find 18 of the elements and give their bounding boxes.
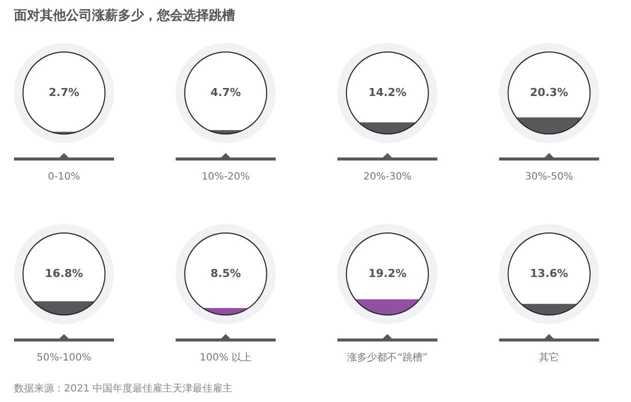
category-label: 50%-100% (36, 352, 92, 364)
category-label: 涨多少都不“跳槽” (347, 352, 428, 364)
category-label: 其它 (539, 352, 560, 364)
data-label: 20.3% (530, 86, 568, 99)
source-note: 数据来源：2021 中国年度最佳雇主天津最佳雇主 (14, 382, 233, 395)
data-label: 14.2% (368, 86, 406, 99)
data-label: 8.5% (210, 266, 241, 280)
data-label: 13.6% (530, 266, 568, 280)
category-label: 20%-30% (363, 172, 412, 183)
category-label: 30%-50% (525, 172, 574, 183)
text: 面对其他公司涨薪多少，您会选择跳槽 (13, 7, 235, 24)
data-label: 16.8% (44, 266, 84, 280)
data-label: 4.7% (210, 86, 241, 99)
data-label: 2.7% (48, 86, 80, 99)
data-label: 19.2% (368, 266, 406, 280)
category-label: 0-10% (48, 172, 80, 183)
category-label: 100% 以上 (200, 352, 252, 364)
category-label: 10%-20% (202, 172, 250, 183)
